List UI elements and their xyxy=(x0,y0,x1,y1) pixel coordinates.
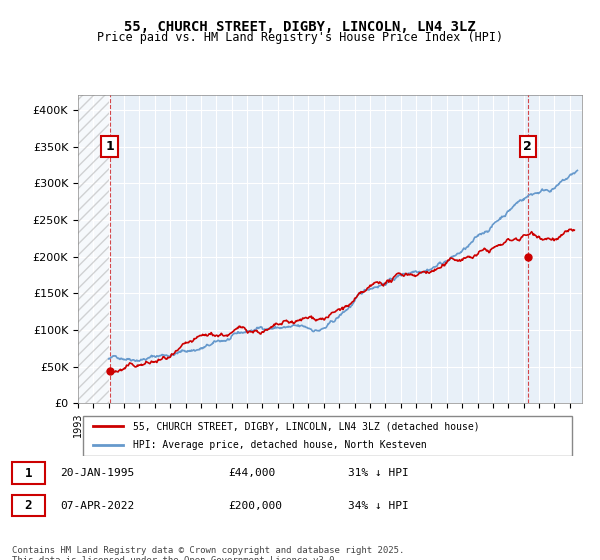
Text: 2: 2 xyxy=(25,499,32,512)
Text: 20-JAN-1995: 20-JAN-1995 xyxy=(60,468,134,478)
FancyBboxPatch shape xyxy=(12,495,45,516)
Text: 1: 1 xyxy=(105,140,114,153)
Bar xyxy=(78,95,109,403)
Text: 1: 1 xyxy=(25,466,32,479)
Text: Price paid vs. HM Land Registry's House Price Index (HPI): Price paid vs. HM Land Registry's House … xyxy=(97,31,503,44)
Text: 55, CHURCH STREET, DIGBY, LINCOLN, LN4 3LZ: 55, CHURCH STREET, DIGBY, LINCOLN, LN4 3… xyxy=(124,20,476,34)
Text: 2: 2 xyxy=(523,140,532,153)
FancyBboxPatch shape xyxy=(83,416,572,456)
Text: £200,000: £200,000 xyxy=(228,501,282,511)
Text: 34% ↓ HPI: 34% ↓ HPI xyxy=(348,501,409,511)
Text: £44,000: £44,000 xyxy=(228,468,275,478)
Text: 31% ↓ HPI: 31% ↓ HPI xyxy=(348,468,409,478)
Text: HPI: Average price, detached house, North Kesteven: HPI: Average price, detached house, Nort… xyxy=(133,440,427,450)
Text: Contains HM Land Registry data © Crown copyright and database right 2025.
This d: Contains HM Land Registry data © Crown c… xyxy=(12,546,404,560)
FancyBboxPatch shape xyxy=(12,463,45,484)
Text: 55, CHURCH STREET, DIGBY, LINCOLN, LN4 3LZ (detached house): 55, CHURCH STREET, DIGBY, LINCOLN, LN4 3… xyxy=(133,421,480,431)
Text: 07-APR-2022: 07-APR-2022 xyxy=(60,501,134,511)
Bar xyxy=(78,95,109,403)
